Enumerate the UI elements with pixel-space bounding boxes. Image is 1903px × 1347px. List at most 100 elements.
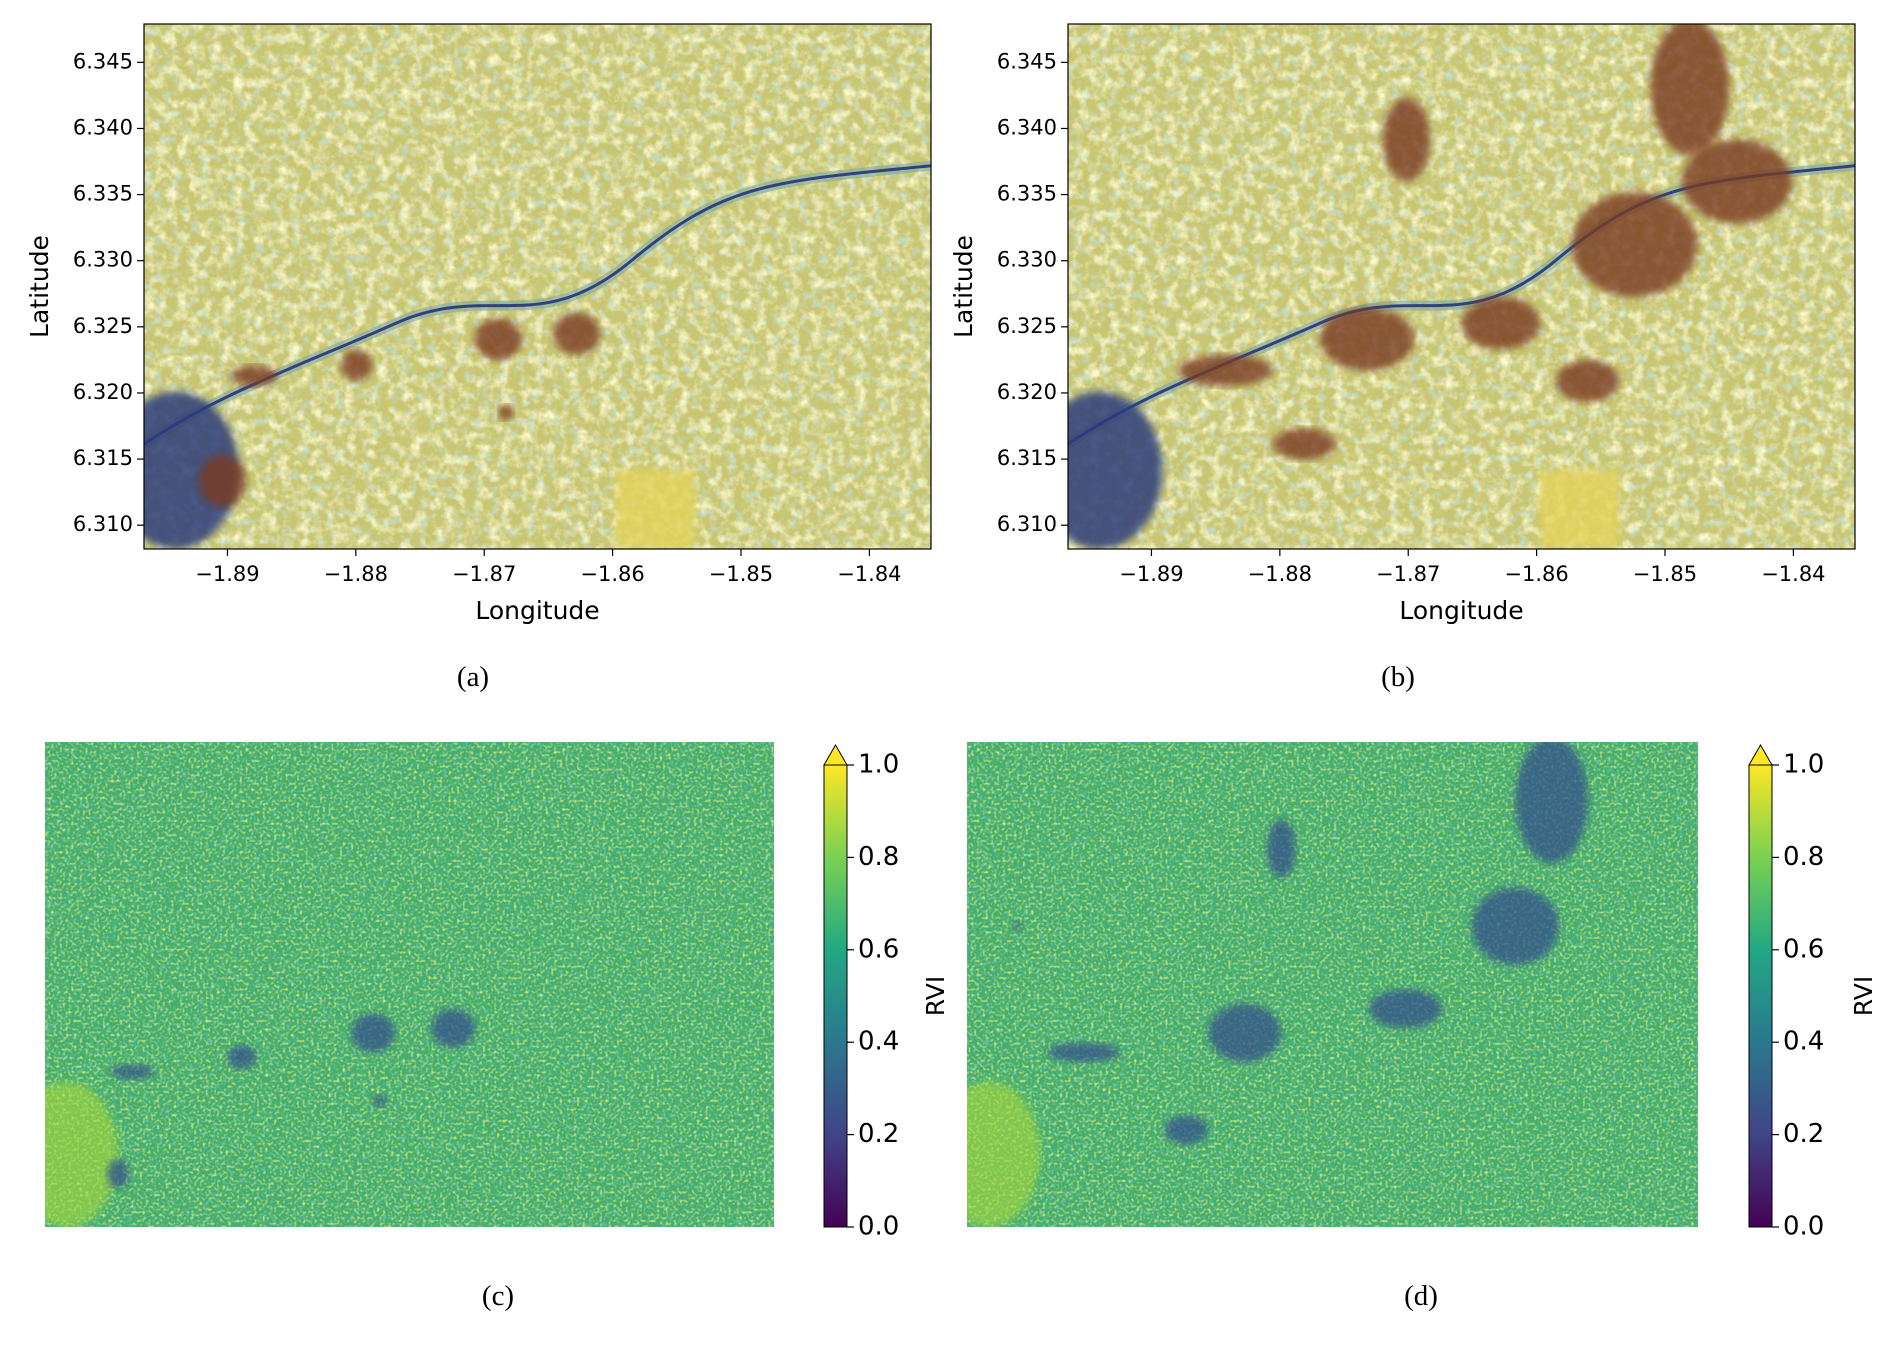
flood-patch [1272, 428, 1336, 460]
raster-noise [45, 742, 774, 1227]
flood-patch [1178, 354, 1273, 387]
y-tick-label: 6.335 [997, 182, 1057, 206]
x-tick-label: −1.85 [709, 562, 773, 586]
low-rvi-patch [1471, 887, 1560, 966]
y-tick-label: 6.330 [73, 248, 133, 272]
low-rvi-patch [431, 1008, 476, 1048]
x-tick-label: −1.89 [1119, 562, 1183, 586]
flood-patch [1461, 297, 1541, 350]
x-tick-label: −1.85 [1633, 562, 1697, 586]
panel: −1.89 −1.88 −1.87 −1.86 −1.85 −1.84 6.310 6.315… [949, 23, 1856, 693]
colorbar [823, 764, 848, 1228]
raster [1068, 24, 1855, 549]
y-tick-label: 6.330 [997, 248, 1057, 272]
bright-patch [1540, 470, 1619, 549]
axes-frame [143, 23, 932, 550]
x-tick-label: −1.87 [1376, 562, 1440, 586]
colorbar-tick-label: 0.6 [1783, 934, 1824, 964]
colorbar-label: RVI [1849, 976, 1878, 1016]
colorbar-tick-label: 1.0 [858, 750, 899, 780]
y-tick-label: 6.320 [73, 380, 133, 404]
x-axis-label: Longitude [1399, 596, 1523, 625]
low-rvi-patch [373, 1095, 388, 1107]
raster [967, 742, 1698, 1227]
flood-patch [1555, 360, 1619, 402]
low-rvi-patch [1208, 1003, 1282, 1063]
river-delta [144, 391, 239, 549]
raster-noise [967, 742, 1698, 1227]
colorbar-tick-label: 0.8 [858, 842, 899, 872]
colorbar-tick-label: 0.4 [1783, 1027, 1824, 1057]
bright-corner [967, 1081, 1041, 1227]
bright-corner [45, 1081, 118, 1227]
x-tick-label: −1.86 [580, 562, 644, 586]
y-tick-label: 6.310 [73, 512, 133, 536]
y-tick-label: 6.315 [73, 446, 133, 470]
colorbar-tick-label: 0.0 [1783, 1212, 1824, 1242]
colorbar-tick-label: 1.0 [1783, 750, 1824, 780]
raster [45, 742, 774, 1227]
y-tick-label: 6.315 [997, 446, 1057, 470]
flood-patch [553, 312, 601, 355]
y-tick-label: 6.335 [73, 182, 133, 206]
low-rvi-patch [227, 1045, 257, 1070]
panel-caption: (a) [457, 661, 489, 693]
raster [144, 24, 931, 549]
panel-caption: (c) [482, 1280, 514, 1312]
low-rvi-patch [1013, 921, 1023, 932]
axes-frame [1067, 23, 1856, 550]
flood-patch [1319, 307, 1415, 371]
low-rvi-patch [106, 1159, 129, 1189]
raster-speckle [1068, 24, 1855, 549]
colorbar-tick-label: 0.6 [858, 934, 899, 964]
flood-patch [1650, 24, 1730, 156]
y-tick-label: 6.340 [73, 115, 133, 139]
low-rvi-patch [1515, 742, 1589, 864]
y-tick-label: 6.345 [73, 49, 133, 73]
flood-patch [1681, 139, 1793, 224]
x-tick-label: −1.88 [324, 562, 388, 586]
low-rvi-patch [1047, 1042, 1121, 1063]
x-tick-label: −1.88 [1248, 562, 1312, 586]
flood-patch [199, 454, 247, 507]
bright-patch [616, 470, 695, 549]
x-tick-label: −1.86 [1504, 562, 1568, 586]
x-tick-label: −1.87 [452, 562, 516, 586]
flood-patch [230, 365, 278, 387]
flood-patch [1571, 192, 1698, 297]
low-rvi-patch [110, 1064, 155, 1080]
flood-patch [474, 318, 522, 360]
colorbar-tick-label: 0.8 [1783, 842, 1824, 872]
y-axis-label: Latitude [949, 235, 978, 338]
low-rvi-patch [1266, 819, 1296, 878]
colorbar-tick-label: 0.0 [858, 1212, 899, 1242]
panel: −1.89 −1.88 −1.87 −1.86 −1.85 −1.84 6.310 6.315… [25, 23, 932, 693]
colorbar-tick-label: 0.2 [1783, 1119, 1824, 1149]
y-tick-label: 6.345 [997, 49, 1057, 73]
colorbar-tick-label: 0.4 [858, 1027, 899, 1057]
y-tick-label: 6.325 [73, 314, 133, 338]
flood-patch [1382, 97, 1431, 182]
colorbar-extend [1748, 743, 1773, 766]
y-tick-label: 6.320 [997, 380, 1057, 404]
x-tick-label: −1.89 [195, 562, 259, 586]
raster-speckle [144, 24, 931, 549]
x-tick-label: −1.84 [837, 562, 901, 586]
y-axis-label: Latitude [25, 235, 54, 338]
low-rvi-patch [1369, 989, 1443, 1029]
colorbar-extend [823, 743, 848, 766]
colorbar [1748, 764, 1773, 1228]
flood-patch [498, 404, 514, 421]
y-tick-label: 6.325 [997, 314, 1057, 338]
flood-patch [340, 349, 373, 381]
panel-caption: (b) [1381, 661, 1415, 693]
colorbar-tick-label: 0.2 [858, 1119, 899, 1149]
y-tick-label: 6.310 [997, 512, 1057, 536]
y-tick-label: 6.340 [997, 115, 1057, 139]
low-rvi-patch [1164, 1115, 1209, 1145]
low-rvi-patch [351, 1013, 395, 1053]
panel-caption: (d) [1404, 1280, 1438, 1312]
river-delta [1068, 391, 1163, 549]
x-axis-label: Longitude [475, 596, 599, 625]
